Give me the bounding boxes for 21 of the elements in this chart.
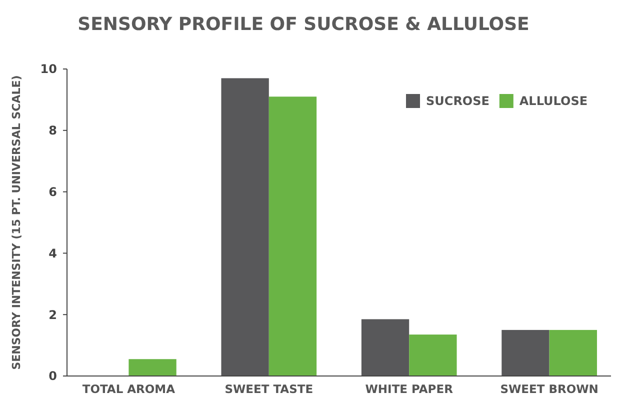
bar [128,359,176,376]
x-tick-label: SWEET TASTE [224,382,314,396]
y-tick-label: 2 [48,308,57,322]
y-tick-label: 6 [48,185,57,199]
y-tick-label: 0 [48,369,57,384]
x-tick-label: TOTAL AROMA [82,382,176,396]
bar [502,330,550,376]
y-axis-title: SENSORY INTENSITY (15 PT. UNIVERSAL SCALE) [10,75,23,370]
bar [221,78,269,376]
x-tick-label: SWEET BROWN [500,382,598,396]
legend-label: ALLULOSE [519,94,588,108]
bar [549,330,597,376]
bar [361,319,410,376]
y-tick-label: 8 [48,124,57,138]
bar [409,334,457,376]
legend-label: SUCROSE [426,94,490,108]
y-tick-label: 10 [40,62,57,76]
bar [268,96,317,376]
x-tick-label: WHITE PAPER [365,382,454,396]
chart-title: SENSORY PROFILE OF SUCROSE & ALLULOSE [78,14,530,35]
y-tick-label: 4 [48,246,57,260]
